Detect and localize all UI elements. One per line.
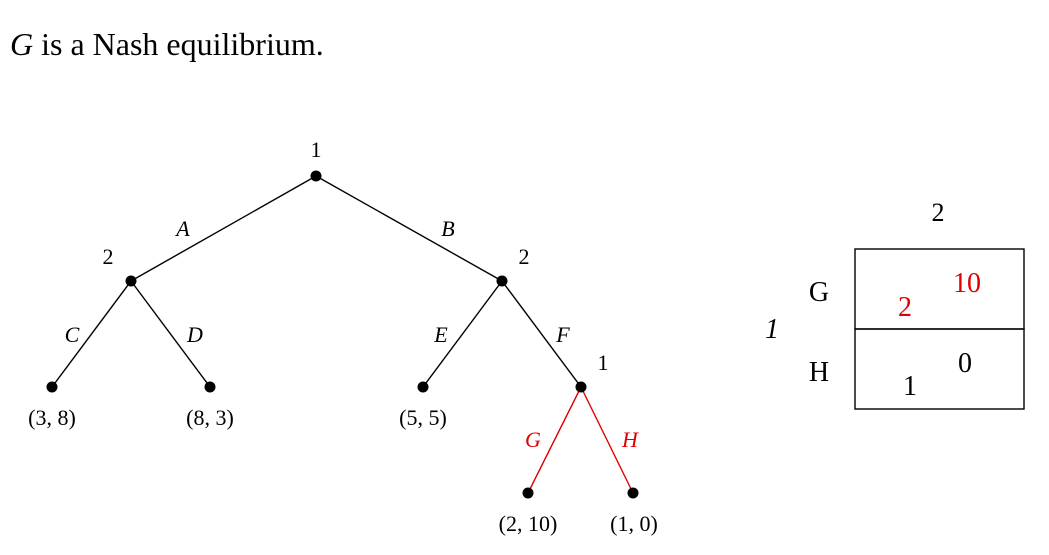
edge-F — [501, 280, 582, 388]
action-labels: A B C D E F G H — [65, 216, 639, 452]
payoff-c: (3, 8) — [28, 405, 76, 430]
tree-nodes — [46, 170, 639, 499]
heading-text: is a Nash equilibrium. — [33, 26, 324, 62]
payoff-g: (2, 10) — [499, 511, 558, 536]
leaf-h — [627, 487, 639, 499]
edge-B — [315, 175, 503, 282]
edge-B-label: B — [441, 216, 454, 241]
node-root-player: 1 — [311, 137, 322, 162]
node-f — [575, 381, 587, 393]
payoff-labels: (3, 8) (8, 3) (5, 5) (2, 10) (1, 0) — [28, 405, 658, 536]
payoff-matrix: 2 1 G H 2 10 1 0 — [765, 198, 1025, 410]
page-heading: G is a Nash equilibrium. — [10, 26, 324, 63]
edge-C — [51, 280, 132, 388]
leaf-d — [204, 381, 216, 393]
edge-G — [527, 386, 582, 494]
node-b-player: 2 — [519, 244, 530, 269]
matrix-cell-H — [854, 328, 1025, 410]
node-f-player: 1 — [598, 350, 609, 375]
edge-E — [422, 280, 503, 388]
leaf-g — [522, 487, 534, 499]
player-labels: 1 2 2 1 — [103, 137, 609, 375]
tree-edges — [51, 175, 634, 494]
edge-H — [580, 386, 634, 494]
edge-A — [130, 175, 317, 282]
edge-C-label: C — [65, 322, 80, 347]
matrix-row-G-label: G — [809, 277, 829, 308]
matrix-G-p2-payoff: 10 — [953, 268, 981, 299]
leaf-e — [417, 381, 429, 393]
matrix-cell-G — [854, 248, 1025, 330]
edge-F-label: F — [555, 322, 570, 347]
heading-variable: G — [10, 26, 34, 62]
matrix-row-H-label: H — [809, 357, 829, 388]
payoff-e: (5, 5) — [399, 405, 447, 430]
edge-D — [130, 280, 211, 388]
edge-A-label: A — [174, 216, 190, 241]
matrix-H-p2-payoff: 0 — [958, 348, 972, 379]
payoff-d: (8, 3) — [186, 405, 234, 430]
leaf-c — [46, 381, 58, 393]
edge-E-label: E — [433, 322, 448, 347]
node-a-player: 2 — [103, 244, 114, 269]
matrix-column-player: 2 — [932, 198, 945, 227]
edge-H-label: H — [621, 427, 639, 452]
edge-G-label: G — [525, 427, 541, 452]
edge-D-label: D — [186, 322, 203, 347]
payoff-h: (1, 0) — [610, 511, 658, 536]
matrix-H-p1-payoff: 1 — [903, 371, 917, 402]
node-a — [125, 275, 137, 287]
node-root — [310, 170, 322, 182]
matrix-row-player: 1 — [765, 314, 779, 345]
node-b — [496, 275, 508, 287]
matrix-G-p1-payoff: 2 — [898, 292, 912, 323]
